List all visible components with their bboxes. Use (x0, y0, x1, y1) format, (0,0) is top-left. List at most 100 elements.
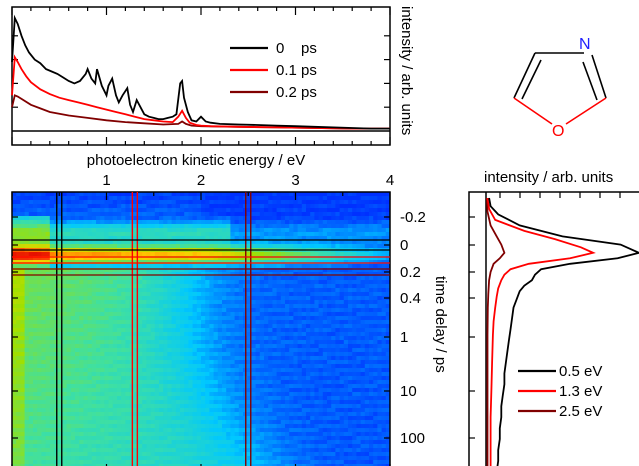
heatmap-cell (314, 240, 320, 245)
heatmap-cell (184, 400, 189, 405)
heatmap-cell (314, 320, 320, 325)
heatmap-cell (150, 328, 156, 333)
heatmap-cell (234, 224, 240, 229)
heatmap-cell (314, 196, 320, 201)
heatmap-cell (268, 200, 273, 205)
heatmap-cell (251, 224, 257, 229)
heatmap-cell (322, 236, 328, 241)
heatmap-cell (297, 324, 303, 329)
heatmap-cell (184, 196, 189, 201)
heatmap-cell (373, 264, 378, 269)
heatmap-cell (12, 392, 17, 397)
heatmap-cell (327, 400, 332, 405)
heatmap-cell (188, 252, 194, 257)
heatmap-cell (75, 228, 80, 233)
heatmap-cell (133, 400, 139, 405)
heatmap-cell (373, 296, 378, 301)
heatmap-cell (12, 200, 17, 205)
heatmap-cell (45, 348, 51, 353)
heatmap-cell (41, 232, 47, 237)
heatmap-cell (285, 328, 290, 333)
heatmap-cell (121, 336, 126, 341)
heatmap-cell (20, 408, 26, 413)
heatmap-cell (154, 220, 160, 225)
heatmap-cell (180, 192, 185, 197)
heatmap-cell (318, 364, 324, 369)
heatmap-cell (171, 260, 177, 265)
heatmap-cell (133, 316, 139, 321)
heatmap-cell (327, 320, 332, 325)
heatmap-cell (16, 312, 21, 317)
heatmap-cell (230, 220, 236, 225)
heatmap-cell (70, 304, 76, 309)
heatmap-cell (87, 404, 93, 409)
heatmap-cell (327, 368, 332, 373)
heatmap-cell (314, 356, 320, 361)
heatmap-cell (16, 236, 21, 241)
heatmap-cell (167, 364, 173, 369)
heatmap-cell (352, 256, 357, 261)
heatmap-cell (314, 360, 320, 365)
heatmap-cell (217, 268, 223, 273)
heatmap-cell (87, 348, 93, 353)
heatmap-cell (331, 336, 336, 341)
heatmap-cell (87, 288, 93, 293)
heatmap-cell (373, 388, 378, 393)
heatmap-cell (159, 328, 164, 333)
heatmap-cell (96, 324, 101, 329)
heatmap-cell (297, 272, 303, 277)
heatmap-cell (125, 280, 131, 285)
heatmap-cell (234, 284, 240, 289)
heatmap-cell (369, 292, 374, 297)
heatmap-cell (196, 212, 202, 217)
heatmap-cell (230, 260, 236, 265)
heatmap-cell (310, 308, 315, 313)
heatmap-cell (373, 288, 378, 293)
heatmap-cell (251, 348, 257, 353)
heatmap-cell (201, 400, 206, 405)
heatmap-cell (268, 352, 273, 357)
heatmap-cell (184, 228, 189, 233)
heatmap-cell (343, 316, 349, 321)
heatmap-cell (377, 332, 383, 337)
heatmap-cell (28, 244, 34, 249)
heatmap-cell (226, 232, 231, 237)
heatmap-cell (83, 232, 89, 237)
heatmap-cell (188, 208, 194, 213)
heatmap-cell (385, 400, 390, 405)
heatmap-cell (352, 196, 357, 201)
heatmap-cell (377, 232, 383, 237)
heatmap-cell (96, 264, 101, 269)
heatmap-cell (104, 360, 110, 365)
heatmap-cell (66, 244, 72, 249)
heatmap-cell (87, 308, 93, 313)
heatmap-cell (104, 284, 110, 289)
heatmap-cell (314, 312, 320, 317)
heatmap-cell (264, 204, 269, 209)
heatmap-cell (314, 316, 320, 321)
heatmap-cell (16, 336, 21, 341)
heatmap-cell (167, 260, 173, 265)
heatmap-cell (381, 352, 387, 357)
heatmap-cell (285, 380, 290, 385)
heatmap-cell (209, 200, 215, 205)
heatmap-cell (58, 220, 63, 225)
heatmap-cell (150, 300, 156, 305)
heatmap-cell (45, 340, 51, 345)
heatmap-cell (70, 192, 76, 197)
heatmap-cell (45, 244, 51, 249)
heatmap-cell (75, 272, 80, 277)
heatmap-cell (264, 236, 269, 241)
heatmap-cell (331, 400, 336, 405)
heatmap-cell (62, 304, 68, 309)
heatmap-cell (167, 320, 173, 325)
heatmap-cell (79, 224, 84, 229)
heatmap-cell (364, 256, 370, 261)
heatmap-cell (377, 360, 383, 365)
heatmap-cell (112, 304, 118, 309)
heatmap-cell (377, 212, 383, 217)
heatmap-cell (306, 388, 311, 393)
heatmap-cell (117, 336, 122, 341)
heatmap-cell (339, 392, 345, 397)
heatmap-cell (343, 380, 349, 385)
